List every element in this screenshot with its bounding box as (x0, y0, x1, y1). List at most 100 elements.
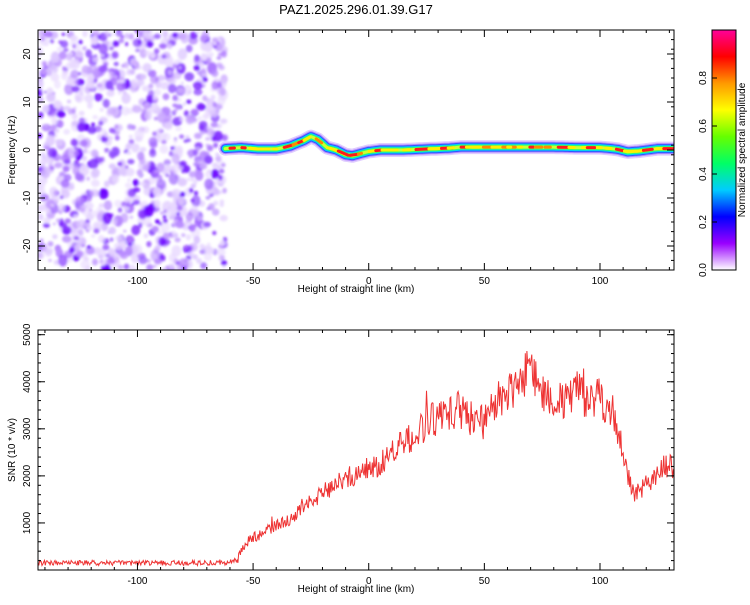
noise-speckle (212, 38, 218, 43)
noise-speckle (48, 241, 54, 247)
noise-speckle (193, 81, 203, 89)
noise-speckle (205, 137, 209, 140)
noise-speckle (175, 126, 182, 131)
noise-speckle (142, 98, 145, 101)
noise-speckle (179, 134, 184, 138)
noise-speckle (75, 51, 83, 58)
noise-speckle (159, 43, 167, 49)
noise-speckle (170, 146, 174, 150)
spectrogram-x-tick-label: -100 (127, 276, 147, 287)
noise-speckle (84, 94, 93, 102)
noise-speckle (147, 259, 151, 263)
noise-speckle (146, 241, 151, 247)
noise-speckle (35, 78, 44, 87)
noise-speckle (163, 219, 168, 223)
noise-speckle (171, 164, 180, 174)
noise-speckle (58, 40, 62, 43)
noise-speckle (59, 222, 67, 228)
noise-speckle (151, 200, 155, 204)
spectrogram-x-tick-label: -50 (246, 276, 261, 287)
snr-y-tick-label: 1000 (22, 511, 33, 534)
noise-speckle (67, 100, 71, 104)
noise-speckle (110, 237, 114, 241)
noise-speckle (97, 207, 102, 211)
noise-speckle (154, 200, 161, 208)
noise-speckle (68, 109, 73, 115)
spectrogram-noise-region (34, 27, 228, 274)
noise-speckle (203, 222, 211, 228)
snr-y-tick-label: 4000 (22, 370, 33, 393)
noise-speckle (164, 118, 170, 123)
noise-speckle (207, 243, 211, 246)
noise-speckle (66, 62, 74, 69)
noise-speckle (183, 165, 190, 173)
noise-speckle (98, 235, 105, 243)
noise-speckle (126, 169, 129, 173)
noise-speckle (54, 69, 57, 71)
noise-speckle (118, 207, 123, 212)
noise-speckle (83, 148, 87, 153)
noise-speckle (70, 70, 79, 79)
noise-speckle (87, 82, 95, 89)
noise-speckle (213, 143, 218, 148)
noise-speckle (193, 89, 202, 96)
noise-speckle (185, 135, 189, 138)
noise-speckle (179, 161, 187, 167)
noise-speckle (111, 156, 114, 158)
noise-speckle (200, 262, 207, 269)
snr-y-tick-label: 3000 (22, 417, 33, 440)
noise-speckle (168, 84, 177, 93)
snr-series-group (38, 351, 673, 566)
noise-speckle (117, 162, 122, 166)
noise-speckle (85, 250, 88, 252)
noise-speckle (71, 139, 78, 147)
noise-speckle (152, 132, 157, 137)
noise-speckle (35, 88, 42, 96)
noise-speckle (212, 163, 217, 169)
noise-speckle (61, 33, 65, 36)
noise-speckle (215, 153, 220, 156)
noise-speckle (103, 99, 110, 108)
noise-speckle (134, 129, 144, 140)
noise-speckle (177, 197, 184, 206)
noise-speckle (49, 39, 54, 44)
noise-speckle (84, 257, 89, 261)
noise-speckle (161, 140, 167, 144)
noise-speckle (62, 66, 65, 70)
noise-speckle (74, 147, 77, 150)
noise-speckle (49, 110, 57, 117)
noise-speckle (217, 56, 222, 59)
noise-speckle (139, 210, 147, 219)
noise-speckle (121, 93, 130, 104)
noise-speckle (41, 152, 46, 159)
noise-speckle (216, 41, 220, 45)
noise-speckle (175, 221, 184, 228)
noise-speckle (91, 180, 100, 187)
noise-speckle (92, 258, 98, 265)
spectrogram-signal-band (225, 137, 674, 156)
noise-speckle (217, 96, 225, 106)
snr-y-tick-label: 2000 (22, 464, 33, 487)
noise-speckle (89, 65, 98, 73)
noise-speckle (201, 68, 207, 74)
noise-speckle (168, 78, 176, 84)
noise-speckle (82, 46, 87, 50)
noise-speckle (89, 212, 92, 215)
noise-speckle (205, 144, 209, 147)
noise-speckle (154, 48, 159, 54)
noise-speckle (82, 31, 88, 37)
noise-speckle (88, 127, 95, 134)
noise-speckle (158, 231, 161, 234)
noise-speckle (99, 254, 104, 259)
noise-speckle (125, 235, 135, 246)
noise-speckle (125, 42, 128, 46)
noise-speckle (137, 152, 144, 161)
noise-speckle (70, 52, 73, 55)
noise-speckle (103, 265, 111, 273)
noise-speckle (223, 265, 226, 268)
spectrogram-y-tick-label: 10 (22, 96, 33, 108)
noise-speckle (85, 49, 92, 57)
noise-speckle (65, 87, 70, 92)
